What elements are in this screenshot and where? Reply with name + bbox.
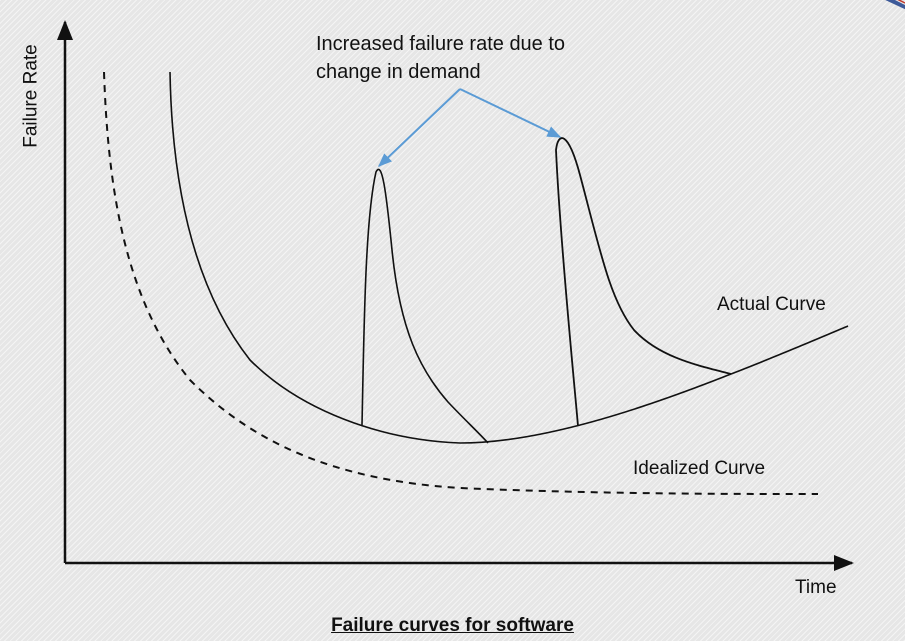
failure-spike-2 <box>555 137 732 427</box>
x-axis-label: Time <box>795 577 837 598</box>
annotation-text: Increased failure rate due to change in … <box>316 30 616 86</box>
actual-curve <box>169 71 849 444</box>
actual-curve-label: Actual Curve <box>717 294 826 315</box>
y-axis-label: Failure Rate <box>20 44 42 148</box>
idealized-curve-label: Idealized Curve <box>633 458 766 479</box>
annotation-line-2: change in demand <box>316 61 481 83</box>
idealized-curve <box>103 71 819 495</box>
annotation-arrow-left <box>377 88 461 167</box>
corner-ribbon-icon <box>885 0 905 10</box>
annotation-line-1: Increased failure rate due to <box>316 33 566 55</box>
failure-spike-1 <box>361 168 489 444</box>
diagram-caption: Failure curves for software <box>331 615 574 636</box>
annotation-arrow-right <box>459 88 562 138</box>
